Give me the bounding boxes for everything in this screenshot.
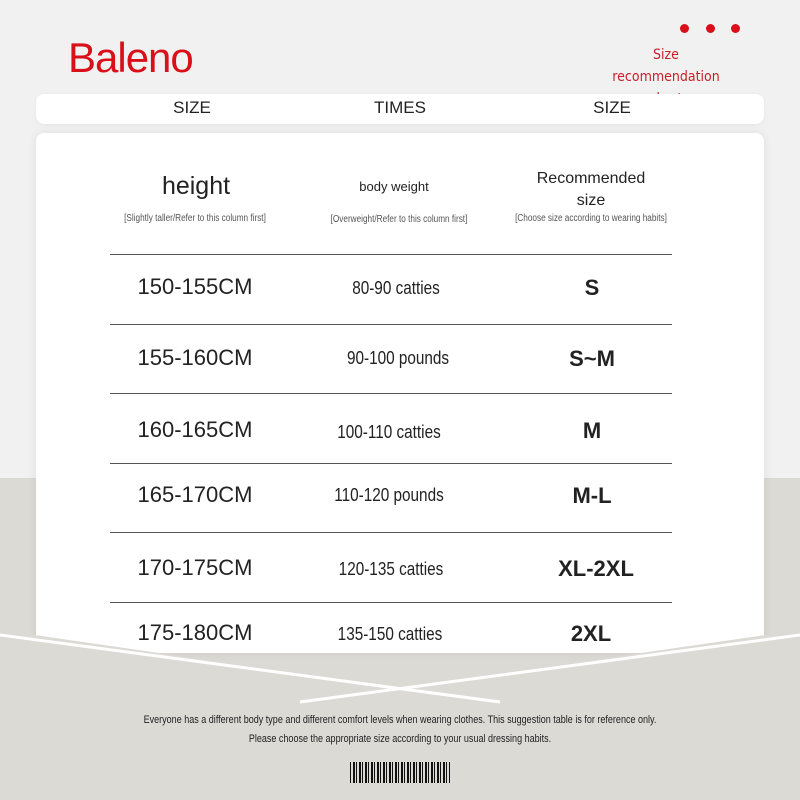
height-header: height bbox=[161, 172, 231, 200]
size-cell: M-L bbox=[572, 483, 612, 508]
height-note: [Slightly taller/Refer to this column fi… bbox=[124, 213, 266, 224]
footer-note-2: Please choose the appropriate size accor… bbox=[248, 733, 552, 745]
header-times: TIMES bbox=[374, 98, 426, 117]
footer-note-1: Everyone has a different body type and d… bbox=[143, 714, 657, 726]
weight-cell: 135-150 catties bbox=[337, 624, 443, 644]
divider bbox=[110, 324, 672, 325]
height-cell: 160-165CM bbox=[137, 417, 253, 442]
weight-cell: 110-120 pounds bbox=[334, 485, 444, 505]
header-size: SIZE bbox=[173, 98, 211, 117]
weight-cell: 120-135 catties bbox=[338, 559, 444, 579]
size-cell: S bbox=[584, 275, 600, 300]
size-cell: M bbox=[582, 418, 602, 443]
weight-header: body weight bbox=[359, 179, 429, 194]
header-bar: SIZE TIMES SIZE bbox=[36, 94, 764, 124]
size-cell: XL-2XL bbox=[558, 556, 634, 581]
barcode-icon bbox=[350, 762, 450, 783]
size-cell: 2XL bbox=[570, 621, 612, 646]
divider bbox=[110, 532, 672, 533]
height-cell: 165-170CM bbox=[137, 482, 253, 507]
height-cell: 175-180CM bbox=[137, 620, 253, 645]
weight-cell: 100-110 catties bbox=[337, 422, 441, 442]
divider bbox=[110, 254, 672, 255]
size-header: Recommended size bbox=[536, 170, 646, 209]
header-size-2: SIZE bbox=[593, 98, 631, 117]
height-cell: 170-175CM bbox=[137, 555, 253, 580]
weight-cell: 90-100 pounds bbox=[346, 348, 450, 368]
divider bbox=[110, 393, 672, 394]
divider bbox=[110, 463, 672, 464]
dots-icon bbox=[680, 24, 740, 33]
v-overlay bbox=[0, 630, 800, 800]
height-cell: 150-155CM bbox=[137, 274, 253, 299]
brand-logo: Baleno bbox=[68, 34, 194, 81]
divider bbox=[110, 602, 672, 603]
size-cell: S~M bbox=[569, 346, 615, 371]
weight-note: [Overweight/Refer to this column first] bbox=[330, 214, 468, 225]
size-note: [Choose size according to wearing habits… bbox=[515, 213, 667, 224]
height-cell: 155-160CM bbox=[137, 345, 253, 370]
weight-cell: 80-90 catties bbox=[352, 278, 440, 298]
